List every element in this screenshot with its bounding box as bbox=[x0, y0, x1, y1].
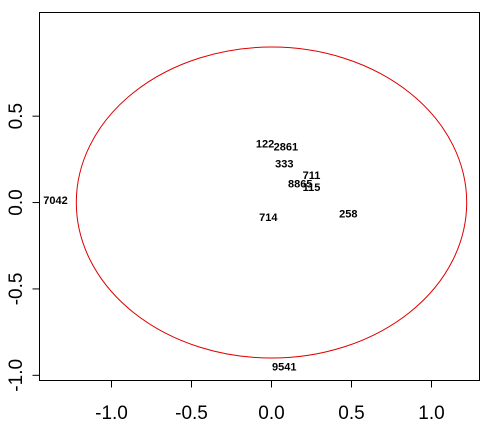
correlation-circle bbox=[75, 46, 468, 359]
point-label-115: 115 bbox=[303, 182, 321, 194]
x-tick-label: -1.0 bbox=[95, 403, 128, 424]
x-tick-label: 0.0 bbox=[258, 403, 284, 424]
y-axis: -1.0 -0.5 0.0 0.5 bbox=[6, 103, 40, 392]
plot-frame bbox=[39, 12, 480, 381]
y-tick-label: -0.5 bbox=[6, 273, 27, 306]
y-tick-label: -1.0 bbox=[6, 359, 27, 392]
point-label-8865: 8865 bbox=[288, 178, 312, 190]
point-label-333: 333 bbox=[275, 159, 293, 171]
x-tick-label: 0.5 bbox=[338, 403, 364, 424]
point-label-9541: 9541 bbox=[272, 362, 296, 374]
x-tick-label: -0.5 bbox=[175, 403, 208, 424]
point-label-711: 711 bbox=[303, 170, 321, 182]
x-tick-label: 1.0 bbox=[418, 403, 444, 424]
y-tick-label: 0.5 bbox=[6, 103, 27, 129]
point-label-122: 122 bbox=[256, 139, 274, 151]
y-tick-label: 0.0 bbox=[6, 189, 27, 215]
point-label-7042: 7042 bbox=[43, 195, 67, 207]
point-label-258: 258 bbox=[339, 209, 357, 221]
x-axis: -1.0 -0.5 0.0 0.5 1.0 bbox=[95, 380, 445, 424]
point-label-2861: 2861 bbox=[274, 141, 298, 153]
point-label-714: 714 bbox=[259, 212, 278, 224]
